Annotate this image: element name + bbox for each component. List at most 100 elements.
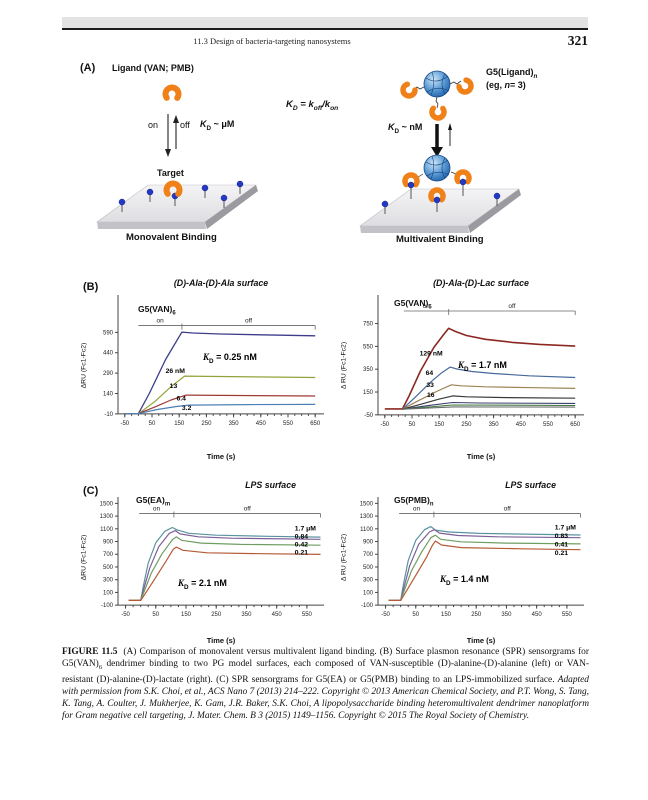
svg-text:6.4: 6.4 xyxy=(176,395,186,402)
svg-text:100: 100 xyxy=(363,590,374,596)
svg-text:900: 900 xyxy=(103,540,114,546)
x-axis-label: Time (s) xyxy=(206,452,236,461)
svg-text:0.41: 0.41 xyxy=(555,542,568,549)
figure-caption: FIGURE 11.5 (A) Comparison of monovalent … xyxy=(62,647,589,721)
svg-text:1.7 μM: 1.7 μM xyxy=(555,524,576,531)
svg-text:1300: 1300 xyxy=(100,514,114,520)
svg-text:33: 33 xyxy=(426,382,434,389)
svg-text:500: 500 xyxy=(363,565,374,571)
svg-text:1300: 1300 xyxy=(360,514,374,520)
svg-text:-100: -100 xyxy=(361,603,374,609)
svg-text:450: 450 xyxy=(516,422,527,428)
svg-text:1100: 1100 xyxy=(100,527,114,533)
svg-text:1500: 1500 xyxy=(100,501,114,507)
header-rule-bar xyxy=(62,17,588,30)
svg-text:250: 250 xyxy=(461,422,472,428)
svg-text:13: 13 xyxy=(170,383,178,390)
target-platform-mono xyxy=(96,184,258,229)
svg-text:450: 450 xyxy=(532,612,543,618)
off-label: off xyxy=(180,120,190,130)
svg-text:off: off xyxy=(508,303,515,310)
svg-text:on: on xyxy=(157,318,165,325)
svg-text:550: 550 xyxy=(562,612,573,618)
svg-text:290: 290 xyxy=(103,371,114,377)
svg-text:450: 450 xyxy=(256,421,267,427)
svg-text:150: 150 xyxy=(441,612,452,618)
svg-text:-50: -50 xyxy=(364,413,373,419)
x-axis-label: Time (s) xyxy=(206,636,236,645)
kd-value: KD = 1.4 nM xyxy=(440,574,489,587)
panel-a-letter: (A) xyxy=(80,62,96,74)
analyte-label: G5(VAN)6 xyxy=(138,304,176,317)
svg-text:650: 650 xyxy=(570,422,581,428)
analyte-label: G5(PMB)n xyxy=(394,495,434,508)
svg-text:150: 150 xyxy=(174,421,185,427)
svg-text:700: 700 xyxy=(103,552,114,558)
chart-b-right: (D)-Ala-(D)-Lac surface G5(VAN)6 -50 150 3… xyxy=(338,276,590,468)
svg-text:590: 590 xyxy=(103,330,114,336)
chart-title: (D)-Ala-(D)-Ala surface xyxy=(173,278,269,288)
svg-text:-50: -50 xyxy=(121,612,130,618)
svg-text:440: 440 xyxy=(103,351,114,357)
svg-text:550: 550 xyxy=(363,344,374,350)
chart-b-left: (D)-Ala-(D)-Ala surface G5(VAN)6 -10 140 2… xyxy=(78,276,330,468)
bound-ligand-crescent-icon xyxy=(163,180,183,200)
spr-sensorgram-plot: -10 140 290 440 590 -50 50 150 250 350 450 550 650 on… xyxy=(103,295,324,427)
svg-text:3.2: 3.2 xyxy=(182,405,192,412)
svg-text:550: 550 xyxy=(302,612,313,618)
target-label: Target xyxy=(157,168,184,178)
ligand-title: Ligand (VAN; PMB) xyxy=(112,63,194,73)
svg-text:off: off xyxy=(244,506,251,513)
x-axis-label: Time (s) xyxy=(466,452,496,461)
svg-text:550: 550 xyxy=(543,422,554,428)
svg-text:-100: -100 xyxy=(101,603,114,609)
analyte-label: G5(VAN)6 xyxy=(394,298,432,311)
svg-text:350: 350 xyxy=(229,421,240,427)
bound-dendrimer-complex xyxy=(402,154,472,212)
svg-text:0.21: 0.21 xyxy=(555,550,568,557)
svg-text:0.83: 0.83 xyxy=(555,533,568,540)
dendrimer-icon xyxy=(400,70,474,121)
multivalent-caption: Multivalent Binding xyxy=(396,234,484,245)
page-number: 321 xyxy=(567,33,588,48)
svg-text:129 nM: 129 nM xyxy=(420,351,443,358)
svg-text:1100: 1100 xyxy=(360,527,374,533)
svg-text:26 nM: 26 nM xyxy=(166,368,186,375)
analyte-label: G5(EA)m xyxy=(136,495,171,508)
running-head: 11.3 Design of bacteria-targeting nanosy… xyxy=(193,36,351,46)
panel-b-letter: (B) xyxy=(83,281,99,293)
svg-text:off: off xyxy=(245,318,252,325)
svg-text:150: 150 xyxy=(434,422,445,428)
svg-text:100: 100 xyxy=(103,590,114,596)
kd-value: KD = 2.1 nM xyxy=(178,578,227,591)
svg-text:0.42: 0.42 xyxy=(295,542,308,549)
svg-text:-50: -50 xyxy=(380,422,389,428)
svg-text:350: 350 xyxy=(489,422,500,428)
svg-text:50: 50 xyxy=(409,422,416,428)
kd-value: KD = 1.7 nM xyxy=(458,360,507,373)
kd-value: KD = 0.25 nM xyxy=(203,352,257,365)
chart-title: (D)-Ala-(D)-Lac surface xyxy=(433,278,529,288)
kd-multi-label: KD ~ nM xyxy=(388,122,423,135)
y-axis-label: Δ RU (Fc1-Fc2) xyxy=(340,341,348,390)
multivalent-binding-arrows xyxy=(431,123,452,157)
svg-text:-50: -50 xyxy=(120,421,129,427)
svg-text:500: 500 xyxy=(103,565,114,571)
svg-text:300: 300 xyxy=(363,578,374,584)
svg-text:on: on xyxy=(153,506,161,513)
svg-text:300: 300 xyxy=(103,578,114,584)
target-pins-multi xyxy=(381,192,501,214)
svg-text:1.7 μM: 1.7 μM xyxy=(295,525,316,532)
target-platform-multi xyxy=(359,188,521,233)
svg-text:250: 250 xyxy=(211,612,222,618)
svg-text:450: 450 xyxy=(272,612,283,618)
svg-text:-50: -50 xyxy=(381,612,390,618)
svg-text:350: 350 xyxy=(363,367,374,373)
svg-text:350: 350 xyxy=(241,612,252,618)
svg-text:0.84: 0.84 xyxy=(295,534,308,541)
svg-text:50: 50 xyxy=(149,421,156,427)
svg-text:150: 150 xyxy=(181,612,192,618)
svg-text:900: 900 xyxy=(363,540,374,546)
svg-text:on: on xyxy=(413,506,421,513)
